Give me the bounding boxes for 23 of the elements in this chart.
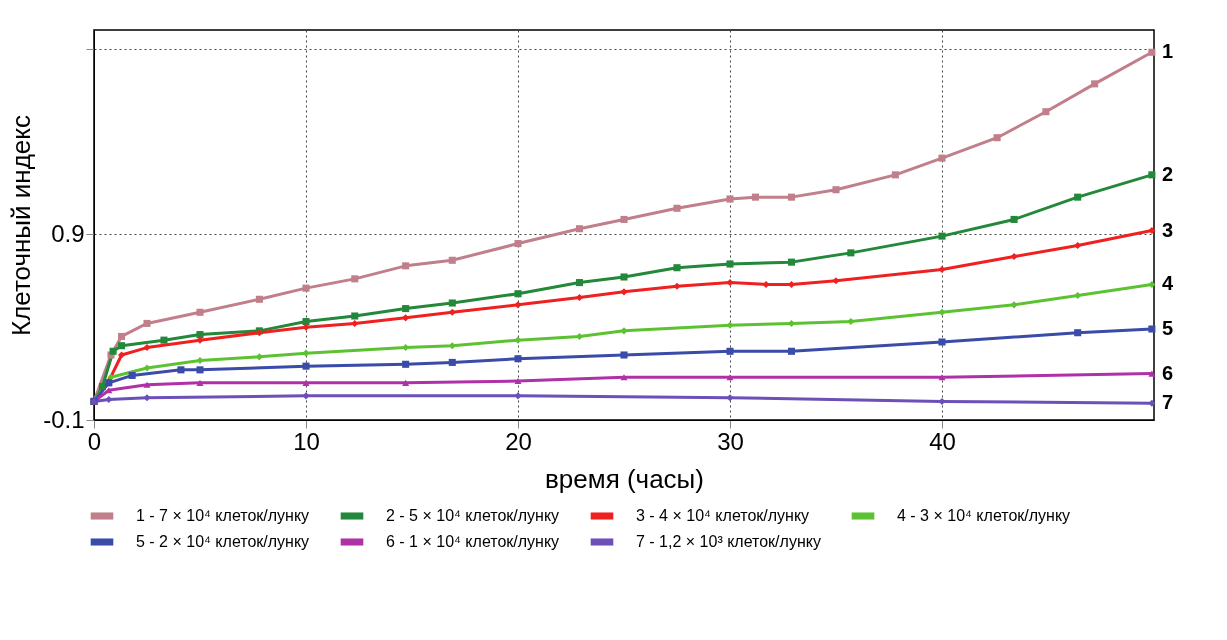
legend-label: 3 - 4 × 10⁴ клеток/лунку [636, 507, 810, 524]
x-tick-label: 10 [293, 427, 320, 455]
legend-label: 2 - 5 × 10⁴ клеток/лунку [386, 507, 560, 524]
text: 6 [1162, 361, 1174, 384]
legend-label: 7 - 1,2 × 10³ клеток/лунку [636, 533, 821, 550]
text: 7 [1162, 391, 1174, 414]
text: 1 [1162, 40, 1174, 63]
y-axis-title: Клеточный индекс [6, 115, 37, 336]
text: 5 [1162, 317, 1174, 339]
y-tick-label: -0.1 [43, 405, 85, 433]
text: 3 [1162, 218, 1174, 241]
x-tick-label: 20 [505, 427, 532, 455]
x-tick-label: 40 [929, 427, 956, 455]
legend-label: 6 - 1 × 10⁴ клеток/лунку [386, 533, 560, 550]
legend-label: 1 - 7 × 10⁴ клеток/лунку [136, 507, 310, 524]
x-tick-label: 30 [717, 427, 744, 455]
legend-label: 5 - 2 × 10⁴ клеток/лунку [136, 533, 310, 550]
text: 2 [1162, 162, 1174, 185]
y-tick-label: 0.9 [51, 219, 85, 247]
x-axis-title: время (часы) [545, 463, 704, 494]
text: 4 [1162, 272, 1174, 295]
x-tick-label: 0 [87, 427, 102, 455]
legend-label: 4 - 3 × 10⁴ клеток/лунку [897, 507, 1071, 524]
